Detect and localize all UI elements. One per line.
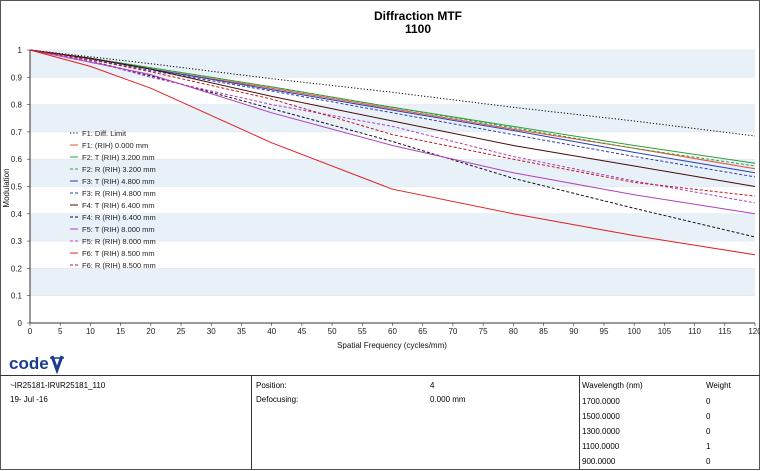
- defocusing-label: Defocusing:: [256, 395, 299, 404]
- x-tick-label: 50: [328, 327, 337, 336]
- legend-entry-2: F2: T (RIH) 3.200 mm: [82, 153, 155, 162]
- legend: F1: Diff. Limit F1: (RIH) 0.000 mm F2: T (…: [70, 129, 156, 270]
- legend-entry-6: F4: T (RIH) 6.400 mm: [82, 201, 155, 210]
- info-footer: ~IR25181-IR\IR25181_110 19- Jul -16 Posi…: [0, 375, 760, 471]
- legend-entry-3: F2: R (RIH) 3.200 mm: [82, 165, 156, 174]
- x-tick-label: 40: [267, 327, 276, 336]
- y-tick-label: 0.3: [11, 237, 23, 246]
- x-tick-label: 35: [237, 327, 246, 336]
- y-tick-label: 0.7: [11, 128, 23, 137]
- x-tick-label: 115: [718, 327, 731, 336]
- x-tick-label: 105: [658, 327, 672, 336]
- legend-entry-8: F5: T (RIH) 8.000 mm: [82, 225, 155, 234]
- x-tick-label: 60: [388, 327, 397, 336]
- defocusing-value: 0.000 mm: [430, 395, 466, 404]
- series-line-6: [29, 49, 756, 187]
- wavelength-value: 900.0000: [582, 457, 616, 466]
- y-tick-label: 0.2: [11, 264, 23, 273]
- legend-entry-4: F3: T (RIH) 4.800 mm: [82, 177, 155, 186]
- x-tick-label: 100: [627, 327, 641, 336]
- file-path: ~IR25181-IR\IR25181_110: [10, 381, 106, 390]
- x-tick-label: 25: [177, 327, 186, 336]
- wavelength-header: Wavelength (nm): [582, 381, 643, 390]
- series-line-10: [29, 49, 756, 256]
- mtf-chart: Diffraction MTF 1100 0 5 10 15 20 25 30 35 40 45 5…: [2, 9, 760, 350]
- x-tick-label: 0: [28, 327, 33, 336]
- x-tick-label: 45: [297, 327, 306, 336]
- y-tick-label: 0.5: [11, 183, 23, 192]
- y-tick-label: 0.9: [11, 73, 23, 82]
- legend-entry-7: F4: R (RIH) 6.400 mm: [82, 213, 156, 222]
- legend-entry-1: F1: (RIH) 0.000 mm: [82, 141, 148, 150]
- chart-subtitle: 1100: [405, 22, 431, 36]
- position-value: 4: [430, 381, 435, 390]
- wavelength-value: 1500.0000: [582, 412, 620, 421]
- x-axis-label: Spatial Frequency (cycles/mm): [337, 341, 447, 350]
- wavelength-value: 1100.0000: [582, 442, 620, 451]
- band-3: [30, 213, 755, 242]
- x-tick-label: 120: [748, 327, 760, 336]
- weight-value: 1: [706, 442, 711, 451]
- position-label: Position:: [256, 381, 287, 390]
- weight-value: 0: [706, 457, 711, 466]
- weight-value: 0: [706, 412, 711, 421]
- x-tick-label: 30: [207, 327, 216, 336]
- x-tick-label: 15: [116, 327, 125, 336]
- y-tick-label: 0.4: [11, 210, 23, 219]
- y-tick-labels: 0 0.1 0.2 0.3 0.4 0.5 0.6 0.7 0.8 0.9 1: [11, 46, 30, 328]
- wavelength-value: 1300.0000: [582, 427, 620, 436]
- legend-entry-9: F5: R (RIH) 8.000 mm: [82, 237, 156, 246]
- y-tick-label: 1: [18, 46, 23, 55]
- series-line-0: [29, 49, 756, 137]
- y-tick-label: 0: [18, 319, 23, 328]
- series-line-9: [29, 49, 756, 204]
- x-tick-label: 85: [539, 327, 548, 336]
- y-tick-label: 0.6: [11, 155, 23, 164]
- x-tick-label: 70: [448, 327, 457, 336]
- series-line-8: [29, 49, 756, 215]
- x-tick-label: 95: [600, 327, 609, 336]
- legend-entry-11: F6: R (RIH) 8.500 mm: [82, 261, 156, 270]
- wavelength-value: 1700.0000: [582, 397, 620, 406]
- legend-entry-5: F3: R (RIH) 4.800 mm: [82, 189, 156, 198]
- logo-text: code: [9, 354, 49, 373]
- x-tick-label: 90: [569, 327, 578, 336]
- footer-file-info: ~IR25181-IR\IR25181_110 19- Jul -16: [0, 376, 252, 470]
- band-5: [30, 159, 755, 187]
- file-date: 19- Jul -16: [10, 395, 48, 404]
- weight-value: 0: [706, 397, 711, 406]
- weight-value: 0: [706, 427, 711, 436]
- chart-title: Diffraction MTF: [374, 9, 462, 23]
- x-tick-label: 20: [146, 327, 155, 336]
- band-1: [30, 268, 755, 296]
- y-tick-label: 0.1: [11, 292, 23, 301]
- x-tick-label: 5: [58, 327, 63, 336]
- codev-logo: code: [9, 354, 64, 374]
- footer-position-info: Position: 4 Defocusing: 0.000 mm: [252, 376, 580, 470]
- y-axis-label: Modulation: [2, 168, 11, 207]
- x-tick-label: 110: [688, 327, 701, 336]
- series-lines: [29, 49, 756, 256]
- weight-header: Weight: [706, 381, 731, 390]
- x-tick-label: 65: [418, 327, 427, 336]
- legend-entry-10: F6: T (RIH) 8.500 mm: [82, 249, 155, 258]
- y-tick-label: 0.8: [11, 101, 23, 110]
- legend-entry-0: F1: Diff. Limit: [82, 129, 127, 138]
- x-tick-label: 80: [509, 327, 518, 336]
- x-tick-label: 10: [86, 327, 95, 336]
- logo-v-mark: [50, 355, 64, 374]
- x-tick-label: 75: [479, 327, 488, 336]
- series-line-11: [29, 49, 756, 197]
- x-tick-label: 55: [358, 327, 367, 336]
- footer-wavelength-table: Wavelength (nm) Weight 1700.0000 0 1500.00…: [580, 376, 759, 470]
- x-tick-labels: 0 5 10 15 20 25 30 35 40 45 50 55 60 65 70 75 80 85 90 95 10…: [28, 323, 760, 336]
